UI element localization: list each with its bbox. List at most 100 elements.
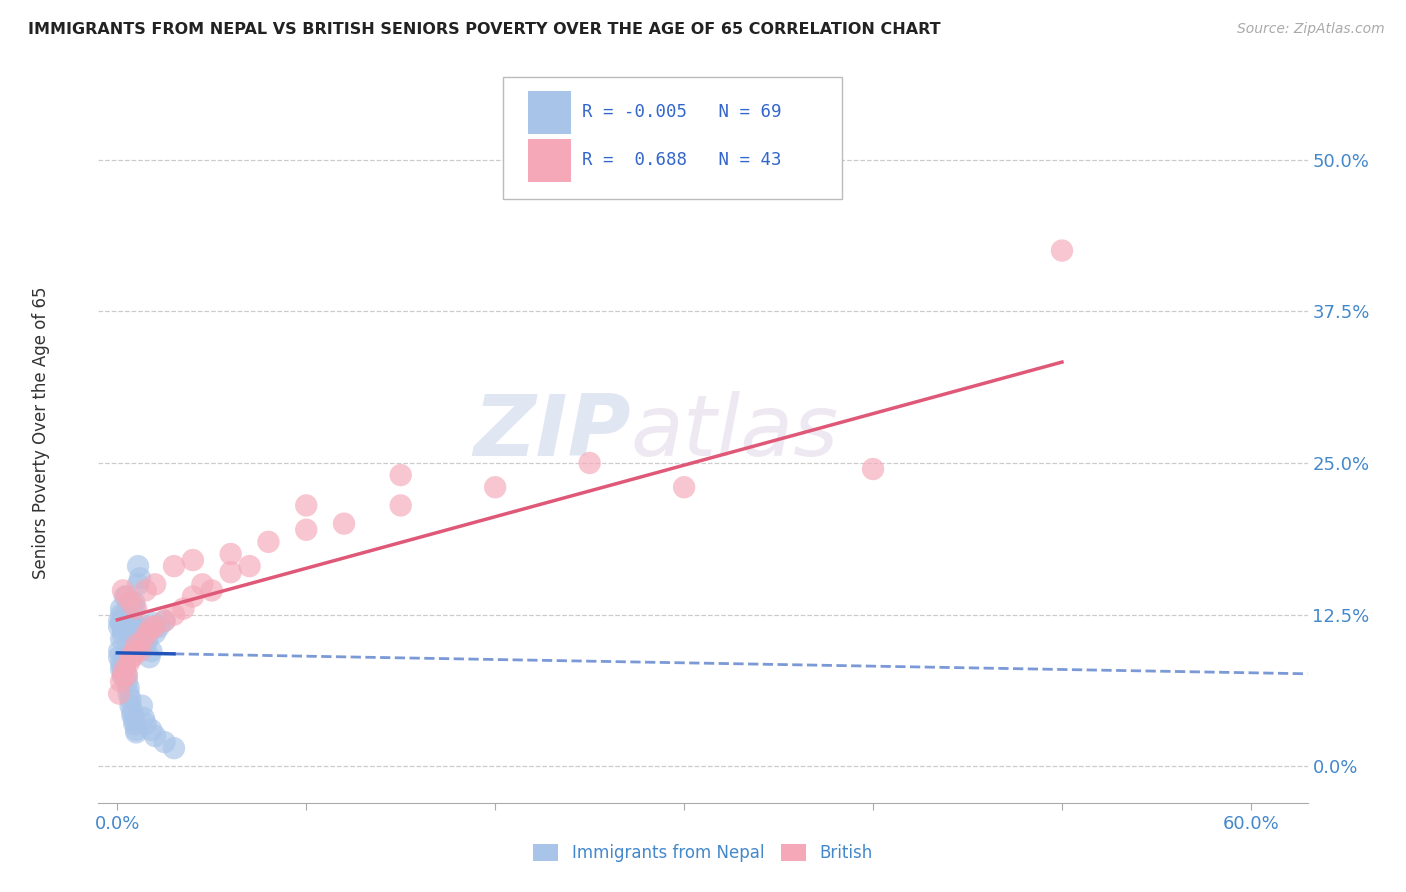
Point	[121, 616, 143, 631]
Point	[118, 681, 141, 695]
Point	[120, 626, 142, 640]
Point	[114, 590, 136, 604]
Point	[163, 559, 186, 574]
Point	[201, 583, 224, 598]
Point	[124, 644, 146, 658]
Text: ZIP: ZIP	[472, 391, 630, 475]
Point	[114, 662, 136, 676]
Y-axis label: Seniors Poverty Over the Age of 65: Seniors Poverty Over the Age of 65	[32, 286, 51, 579]
Point	[389, 499, 412, 513]
Point	[108, 687, 131, 701]
Point	[129, 571, 152, 585]
Point	[111, 668, 134, 682]
Point	[120, 692, 142, 706]
Point	[124, 717, 146, 731]
Point	[115, 622, 138, 636]
Point	[153, 735, 176, 749]
FancyBboxPatch shape	[527, 138, 571, 182]
Point	[138, 650, 160, 665]
Point	[125, 725, 148, 739]
Point	[125, 723, 148, 737]
Point	[108, 620, 131, 634]
Point	[114, 616, 136, 631]
Point	[125, 601, 148, 615]
Point	[172, 601, 194, 615]
Point	[120, 650, 142, 665]
Point	[163, 741, 186, 756]
Point	[124, 601, 146, 615]
Point	[115, 614, 138, 628]
Point	[135, 717, 157, 731]
Point	[110, 601, 132, 615]
Point	[135, 583, 157, 598]
Point	[129, 644, 152, 658]
Point	[181, 553, 204, 567]
Point	[115, 590, 138, 604]
Point	[115, 674, 138, 689]
Point	[114, 650, 136, 665]
Point	[153, 614, 176, 628]
Point	[127, 577, 149, 591]
Point	[121, 650, 143, 665]
Point	[111, 628, 134, 642]
Point	[114, 657, 136, 671]
Point	[129, 626, 152, 640]
Point	[118, 624, 141, 638]
Point	[125, 620, 148, 634]
Point	[110, 662, 132, 676]
Point	[125, 626, 148, 640]
Point	[862, 462, 884, 476]
Point	[120, 620, 142, 634]
Point	[132, 620, 155, 634]
Point	[333, 516, 356, 531]
Point	[121, 705, 143, 719]
Point	[108, 644, 131, 658]
Point	[111, 668, 134, 682]
Point	[153, 614, 176, 628]
Point	[484, 480, 506, 494]
Point	[141, 644, 163, 658]
Point	[111, 620, 134, 634]
Point	[135, 638, 157, 652]
Point	[118, 616, 141, 631]
Point	[257, 534, 280, 549]
Point	[239, 559, 262, 574]
Point	[143, 620, 166, 634]
Point	[181, 590, 204, 604]
Point	[219, 547, 242, 561]
Point	[108, 614, 131, 628]
Point	[143, 729, 166, 743]
Point	[136, 632, 159, 646]
Point	[110, 607, 132, 622]
Point	[111, 615, 134, 629]
Point	[142, 616, 165, 631]
Point	[148, 620, 170, 634]
Point	[143, 626, 166, 640]
Point	[115, 668, 138, 682]
Point	[110, 616, 132, 631]
Text: Source: ZipAtlas.com: Source: ZipAtlas.com	[1237, 22, 1385, 37]
Point	[141, 723, 163, 737]
Point	[121, 632, 143, 646]
Point	[115, 620, 138, 634]
Point	[578, 456, 600, 470]
Text: IMMIGRANTS FROM NEPAL VS BRITISH SENIORS POVERTY OVER THE AGE OF 65 CORRELATION : IMMIGRANTS FROM NEPAL VS BRITISH SENIORS…	[28, 22, 941, 37]
Text: atlas: atlas	[630, 391, 838, 475]
Point	[118, 687, 141, 701]
Point	[118, 657, 141, 671]
Point	[110, 657, 132, 671]
Point	[132, 711, 155, 725]
Point	[132, 632, 155, 646]
Point	[143, 577, 166, 591]
FancyBboxPatch shape	[527, 91, 571, 135]
Point	[163, 607, 186, 622]
Point	[125, 638, 148, 652]
Point	[389, 468, 412, 483]
Point	[131, 624, 153, 638]
Point	[110, 674, 132, 689]
Legend: Immigrants from Nepal, British: Immigrants from Nepal, British	[527, 837, 879, 869]
Point	[111, 624, 134, 638]
Point	[136, 626, 159, 640]
Point	[191, 577, 214, 591]
Point	[111, 662, 134, 676]
